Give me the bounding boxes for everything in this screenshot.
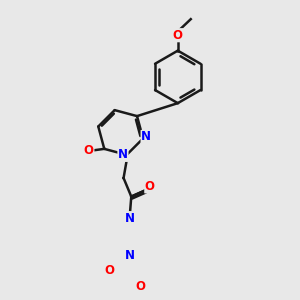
Text: N: N [141, 130, 151, 143]
Text: O: O [104, 264, 114, 277]
Text: O: O [135, 280, 145, 292]
Text: N: N [118, 148, 128, 161]
Text: O: O [173, 29, 183, 42]
Text: O: O [84, 144, 94, 157]
Text: N: N [125, 249, 135, 262]
Text: O: O [145, 180, 155, 193]
Text: N: N [125, 212, 135, 225]
